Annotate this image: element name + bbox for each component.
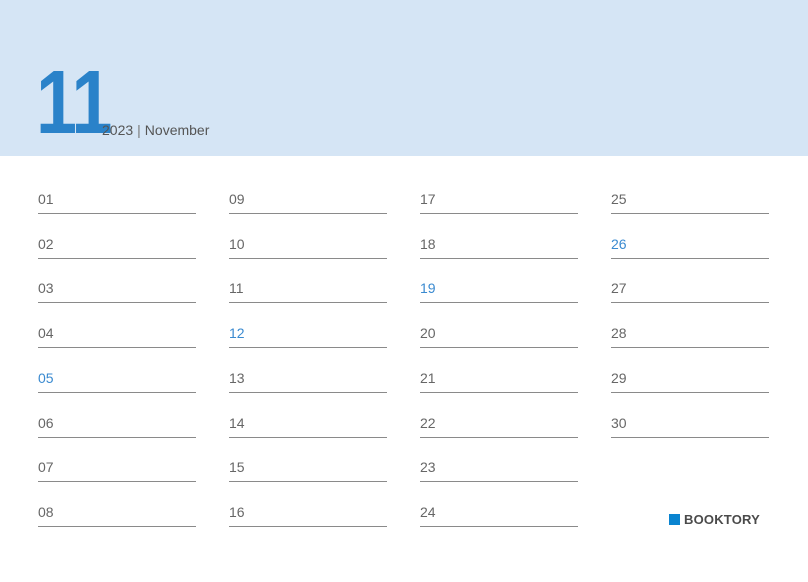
day-number: 13 xyxy=(229,369,245,386)
day-entry-12: 12 xyxy=(229,325,387,349)
day-number: 29 xyxy=(611,369,627,386)
day-entry-05: 05 xyxy=(38,370,196,393)
day-number: 21 xyxy=(420,369,436,386)
day-number: 23 xyxy=(420,459,436,476)
day-entry-29: 29 xyxy=(611,370,769,393)
day-entry-27: 27 xyxy=(611,280,769,304)
day-entry-08: 08 xyxy=(38,504,196,527)
month-subtitle: 2023 | November xyxy=(102,122,209,138)
day-entry-01: 01 xyxy=(38,191,196,214)
day-entry-02: 02 xyxy=(38,236,196,259)
brand-logo: BOOKTORY xyxy=(669,512,760,527)
day-number: 02 xyxy=(38,235,54,252)
day-number: 10 xyxy=(229,235,245,252)
calendar-header: 11 2023 | November xyxy=(0,0,808,156)
day-entry-30: 30 xyxy=(611,415,769,438)
month-name: November xyxy=(144,122,210,138)
day-entry-26: 26 xyxy=(611,236,769,259)
day-entry-10: 10 xyxy=(229,236,387,259)
day-number: 20 xyxy=(420,325,436,342)
day-number: 04 xyxy=(38,325,54,342)
day-number: 11 xyxy=(229,280,244,297)
day-number: 15 xyxy=(229,459,245,476)
day-entry-06: 06 xyxy=(38,415,196,438)
day-number: 01 xyxy=(38,191,54,207)
day-entry-15: 15 xyxy=(229,459,387,483)
day-number: 28 xyxy=(611,325,627,342)
day-number: 27 xyxy=(611,280,627,297)
day-number: 18 xyxy=(420,235,436,252)
day-entry-17: 17 xyxy=(420,191,578,214)
day-entry-14: 14 xyxy=(229,415,387,438)
day-number: 08 xyxy=(38,503,54,520)
day-entry-13: 13 xyxy=(229,370,387,393)
brand-name: BOOKTORY xyxy=(684,512,760,527)
day-entry-24: 24 xyxy=(420,504,578,527)
day-entry-28: 28 xyxy=(611,325,769,349)
day-entry-18: 18 xyxy=(420,236,578,259)
day-number: 25 xyxy=(611,191,627,207)
day-entry-03: 03 xyxy=(38,280,196,304)
day-entry-04: 04 xyxy=(38,325,196,349)
day-number: 16 xyxy=(229,503,245,520)
day-number: 06 xyxy=(38,414,54,431)
separator: | xyxy=(137,122,141,138)
logo-square-icon xyxy=(669,514,680,525)
day-entry-20: 20 xyxy=(420,325,578,349)
day-number: 17 xyxy=(420,191,436,207)
day-entry-09: 09 xyxy=(229,191,387,214)
day-entry-19: 19 xyxy=(420,280,578,304)
day-number: 22 xyxy=(420,414,436,431)
day-number: 12 xyxy=(229,325,245,342)
day-entry-16: 16 xyxy=(229,504,387,527)
day-entry-25: 25 xyxy=(611,191,769,214)
month-number: 11 xyxy=(36,53,112,153)
day-number: 26 xyxy=(611,235,627,252)
day-number: 03 xyxy=(38,280,54,297)
day-entry-11: 11 xyxy=(229,280,387,304)
day-number: 19 xyxy=(420,280,436,297)
year-label: 2023 xyxy=(102,122,134,138)
day-entry-07: 07 xyxy=(38,459,196,483)
day-number: 30 xyxy=(611,414,627,431)
day-number: 24 xyxy=(420,503,436,520)
day-entry-21: 21 xyxy=(420,370,578,393)
day-entry-22: 22 xyxy=(420,415,578,438)
day-number: 09 xyxy=(229,191,245,207)
day-number: 14 xyxy=(229,414,245,431)
day-number: 07 xyxy=(38,459,54,476)
day-number: 05 xyxy=(38,369,54,386)
day-entry-23: 23 xyxy=(420,459,578,483)
